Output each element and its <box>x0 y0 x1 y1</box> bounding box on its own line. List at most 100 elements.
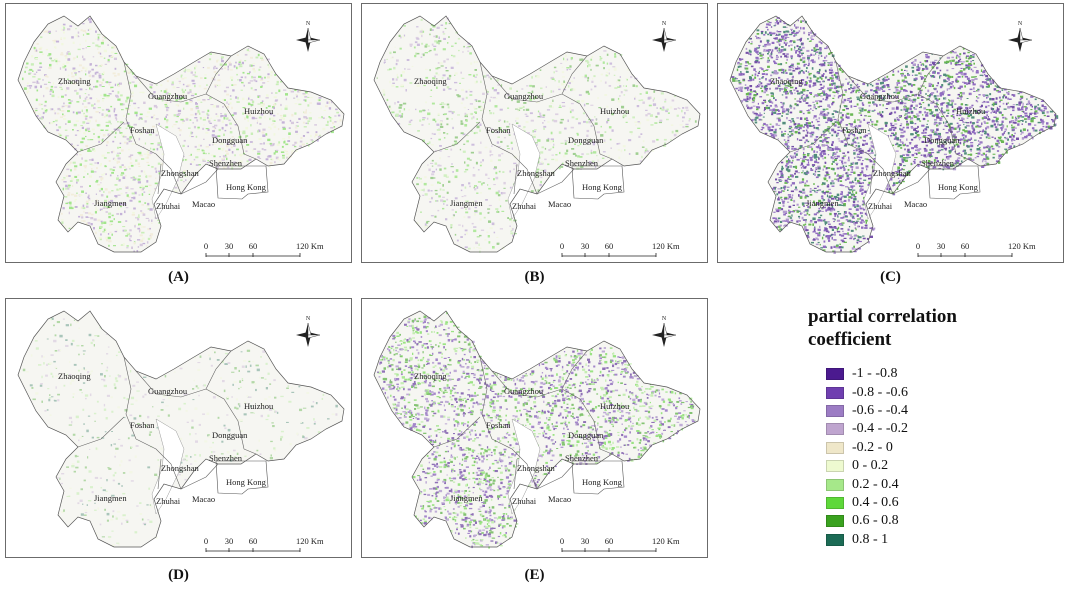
scale-tick-label: 120 Km <box>296 241 324 251</box>
city-boundary <box>123 356 137 440</box>
legend-item: 0 - 0.2 <box>808 457 1008 475</box>
hong-kong-boundary <box>571 460 625 495</box>
city-boundary <box>536 168 575 195</box>
scale-tick-label: 120 Km <box>1008 241 1036 251</box>
map-panel-d: Zhaoqing Guangzhou Huizhou Foshan Dongguan Zh… <box>5 298 352 558</box>
city-boundary <box>180 463 219 490</box>
city-label: Zhongshan <box>517 463 556 473</box>
city-label: Foshan <box>842 125 867 135</box>
scale-tick-label: 120 Km <box>652 536 680 546</box>
legend-label: 0.2 - 0.4 <box>852 476 899 492</box>
city-label: Hong Kong <box>226 477 267 487</box>
city-boundary <box>513 163 518 195</box>
legend-item: 0.6 - 0.8 <box>808 512 1008 530</box>
city-boundary <box>433 416 481 448</box>
city-boundary <box>491 438 538 490</box>
city-boundary <box>869 163 874 195</box>
scale-tick-label: 60 <box>249 241 258 251</box>
city-boundary <box>243 153 257 160</box>
scale-tick-label: 60 <box>961 241 970 251</box>
hong-kong-boundary <box>927 165 981 200</box>
north-arrow-icon: N <box>296 316 321 347</box>
legend-swatch <box>826 404 844 417</box>
city-label: Dongguan <box>568 430 604 440</box>
city-boundary <box>835 61 849 145</box>
city-label: Macao <box>548 494 571 504</box>
map-panel-b: Zhaoqing Guangzhou Huizhou Foshan Dongguan Zh… <box>361 3 708 263</box>
city-label: Macao <box>192 494 215 504</box>
legend-item: -0.8 - -0.6 <box>808 383 1008 401</box>
city-label: Macao <box>548 199 571 209</box>
legend-swatch <box>826 460 844 473</box>
scale-bar: 0 30 60 120 Km <box>560 536 680 552</box>
city-label: Foshan <box>486 125 511 135</box>
city-label: Shenzhen <box>209 158 243 168</box>
city-boundary <box>205 55 232 95</box>
panel-label-d: (D) <box>168 567 189 583</box>
city-boundary <box>433 121 481 153</box>
scale-tick-label: 30 <box>937 241 946 251</box>
city-label: Shenzhen <box>565 158 599 168</box>
city-label: Foshan <box>130 125 155 135</box>
panel-label-a: (A) <box>168 269 189 285</box>
city-label: Guangzhou <box>504 386 544 396</box>
north-label: N <box>1018 21 1023 27</box>
city-label: Zhongshan <box>873 168 912 178</box>
city-boundary <box>536 463 575 490</box>
city-boundary <box>561 55 588 95</box>
scale-tick-label: 0 <box>560 536 564 546</box>
panel-label-e: (E) <box>524 567 545 583</box>
city-label: Zhaoqing <box>58 76 91 86</box>
city-boundary <box>561 350 588 390</box>
map-panel-e: Zhaoqing Guangzhou Huizhou Foshan Dongguan Zh… <box>361 298 708 558</box>
scale-bar: 0 30 60 120 Km <box>204 241 324 257</box>
city-label: Guangzhou <box>504 91 544 101</box>
city-label: Zhongshan <box>161 463 200 473</box>
legend-swatch <box>826 533 844 546</box>
legend-swatch <box>826 386 844 399</box>
scale-tick-label: 60 <box>605 241 614 251</box>
city-label: Hong Kong <box>582 182 623 192</box>
city-boundary <box>917 93 957 155</box>
city-boundary <box>955 153 969 160</box>
legend-list: -1 - -0.8 -0.8 - -0.6 -0.6 - -0.4 -0.4 -… <box>808 365 1008 549</box>
scale-tick-label: 60 <box>605 536 614 546</box>
scale-tick-label: 0 <box>204 536 208 546</box>
hong-kong-boundary <box>571 165 625 200</box>
city-label: Zhaoqing <box>770 76 803 86</box>
legend-item: -0.2 - 0 <box>808 439 1008 457</box>
city-boundary <box>789 121 837 153</box>
city-boundary <box>847 75 919 103</box>
legend-title-line1: partial correlation <box>808 306 957 327</box>
north-arrow-icon: N <box>652 21 677 52</box>
city-boundary <box>491 143 538 195</box>
legend-swatch <box>826 478 844 491</box>
city-label: Foshan <box>130 420 155 430</box>
map-svg: Zhaoqing Guangzhou Huizhou Foshan Dongguan Zh… <box>729 15 1059 257</box>
city-label: Dongguan <box>924 135 960 145</box>
city-label: Zhuhai <box>156 201 181 211</box>
legend-swatch <box>826 515 844 528</box>
map-svg: Zhaoqing Guangzhou Huizhou Foshan Dongguan Zh… <box>17 15 345 257</box>
city-label: Hong Kong <box>582 477 623 487</box>
city-label: Macao <box>904 199 927 209</box>
legend-item: 0.4 - 0.6 <box>808 494 1008 512</box>
city-label: Zhaoqing <box>414 371 447 381</box>
scale-bar: 0 30 60 120 Km <box>560 241 680 257</box>
city-label: Shenzhen <box>209 453 243 463</box>
city-boundary <box>135 370 207 398</box>
city-boundary <box>917 55 944 95</box>
city-boundary <box>205 388 245 450</box>
city-label: Dongguan <box>212 430 248 440</box>
legend-label: -0.2 - 0 <box>852 439 893 455</box>
scale-tick-label: 0 <box>560 241 564 251</box>
legend: partial correlation coefficient -1 - -0.… <box>808 305 1008 549</box>
scale-tick-label: 30 <box>225 241 234 251</box>
scale-bar: 0 30 60 120 Km <box>916 241 1036 257</box>
city-boundary <box>180 168 219 195</box>
city-label: Foshan <box>486 420 511 430</box>
city-boundary <box>157 163 162 195</box>
city-label: Zhongshan <box>517 168 556 178</box>
legend-swatch <box>826 368 844 381</box>
city-label: Zhuhai <box>868 201 893 211</box>
